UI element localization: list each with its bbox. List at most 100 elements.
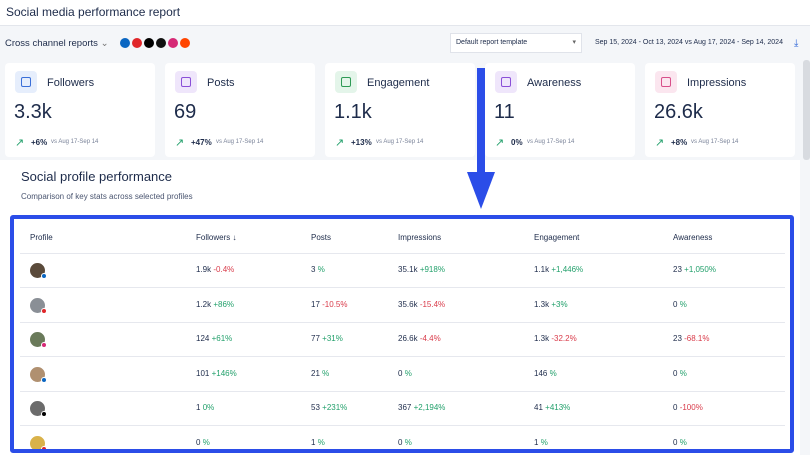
- cell-value: 0: [673, 437, 678, 447]
- table-cell: 1.2k +86%: [196, 300, 234, 309]
- cell-value: 1.3k: [534, 334, 550, 343]
- table-cell: 0 %: [398, 369, 412, 378]
- metric-card: Posts 69 ↗ +47% vs Aug 17-Sep 14: [165, 63, 315, 157]
- cell-change: %: [202, 437, 210, 447]
- trend-arrow: ↗: [175, 137, 185, 149]
- cell-change: %: [317, 437, 325, 447]
- trend-arrow: ↗: [15, 137, 25, 149]
- table-cell: 146 %: [534, 369, 557, 378]
- icon: [132, 38, 142, 48]
- column-header[interactable]: Impressions: [398, 233, 442, 242]
- table-cell: 3 %: [311, 265, 325, 274]
- card-value: 26.6k: [654, 101, 703, 123]
- card-compare: vs Aug 17-Sep 14: [527, 139, 575, 145]
- cell-change: +1,050%: [684, 265, 716, 274]
- table-cell: 0 %: [196, 438, 210, 447]
- network-icons: [120, 38, 190, 48]
- date-range[interactable]: Sep 15, 2024 - Oct 13, 2024 vs Aug 17, 2…: [595, 39, 783, 46]
- table-cell: 23 -68.1%: [673, 334, 710, 343]
- profile-panel: [0, 160, 800, 455]
- card-change: +6%: [31, 138, 48, 147]
- table-cell: 0 -100%: [673, 403, 703, 412]
- metric-card: Impressions 26.6k ↗ +8% vs Aug 17-Sep 14: [645, 63, 795, 157]
- card-change: +47%: [191, 138, 212, 147]
- arrow-shaft: [477, 68, 485, 178]
- cell-change: %: [317, 265, 325, 274]
- download-button[interactable]: ⤓: [794, 38, 799, 49]
- cell-value: 0: [673, 299, 678, 309]
- cell-value: 77: [311, 334, 320, 343]
- trend-arrow: ↗: [655, 137, 665, 149]
- card-icon: [15, 71, 37, 93]
- report-name: Cross channel reports: [5, 38, 98, 49]
- cell-change: +61%: [211, 334, 233, 343]
- network-badge: [41, 411, 47, 417]
- cell-value: 1: [196, 403, 201, 412]
- cell-change: -0.4%: [213, 265, 235, 274]
- card-label: Awareness: [527, 77, 582, 89]
- cell-change: -32.2%: [551, 334, 577, 343]
- cell-change: -68.1%: [684, 334, 710, 343]
- card-value: 69: [174, 101, 197, 123]
- icon: [144, 38, 154, 48]
- cell-change: +413%: [545, 403, 571, 412]
- table-cell: 53 +231%: [311, 403, 347, 412]
- cell-change: %: [679, 299, 687, 309]
- icon: [180, 38, 190, 48]
- icon: [168, 38, 178, 48]
- card-value: 1.1k: [334, 101, 372, 123]
- cell-value: 23: [673, 334, 682, 343]
- header-bar: Social media performance report: [0, 0, 810, 26]
- icon-glyph: [501, 77, 511, 87]
- template-label: Default report template: [456, 39, 528, 46]
- cell-value: 1.9k: [196, 265, 212, 274]
- cell-value: 1.2k: [196, 299, 212, 309]
- report-selector[interactable]: Cross channel reports ⌄: [5, 38, 109, 49]
- cell-value: 35.6k: [398, 299, 418, 309]
- cell-change: +86%: [213, 299, 235, 309]
- icon-glyph: [181, 77, 191, 87]
- cell-value: 53: [311, 403, 320, 412]
- table-cell: 77 +31%: [311, 334, 343, 343]
- icon-glyph: [21, 77, 31, 87]
- cell-change: +3%: [551, 299, 568, 309]
- cell-value: 367: [398, 403, 412, 412]
- table-cell: 26.6k -4.4%: [398, 334, 441, 343]
- card-label: Followers: [47, 77, 95, 89]
- cell-change: %: [322, 368, 330, 378]
- table-cell: 1.3k +3%: [534, 300, 568, 309]
- card-icon: [175, 71, 197, 93]
- table-cell: 101 +146%: [196, 369, 237, 378]
- cell-change: +231%: [322, 403, 348, 412]
- card-label: Posts: [207, 77, 235, 89]
- icon: [156, 38, 166, 48]
- card-label: Impressions: [687, 77, 747, 89]
- template-dropdown[interactable]: Default report template ▾: [450, 33, 582, 53]
- column-header[interactable]: Posts: [311, 233, 332, 242]
- network-badge: [41, 307, 47, 314]
- card-compare: vs Aug 17-Sep 14: [51, 139, 99, 145]
- cell-value: 1: [534, 437, 539, 447]
- cell-change: -100%: [679, 403, 703, 412]
- chevron: ▾: [572, 39, 576, 46]
- table-cell: 1 %: [534, 438, 548, 447]
- table-cell: 124 +61%: [196, 334, 232, 343]
- card-compare: vs Aug 17-Sep 14: [691, 139, 739, 145]
- table-cell: 1 %: [311, 438, 325, 447]
- table-cell: 17 -10.5%: [311, 300, 348, 309]
- trend-arrow: ↗: [495, 137, 505, 149]
- column-header[interactable]: Engagement: [534, 233, 580, 242]
- metric-card: Awareness 11 ↗ 0% vs Aug 17-Sep 14: [485, 63, 635, 157]
- highlight-box: [10, 215, 794, 453]
- chevron: ⌄: [100, 38, 109, 49]
- cell-value: 0: [673, 368, 678, 378]
- cell-value: 23: [673, 265, 682, 274]
- table-cell: 1.3k -32.2%: [534, 334, 577, 343]
- scrollbar[interactable]: [803, 60, 810, 160]
- cell-value: 21: [311, 368, 320, 378]
- column-header[interactable]: Followers ↓: [196, 233, 237, 242]
- column-header[interactable]: Awareness: [673, 233, 713, 242]
- row-divider: [20, 390, 785, 392]
